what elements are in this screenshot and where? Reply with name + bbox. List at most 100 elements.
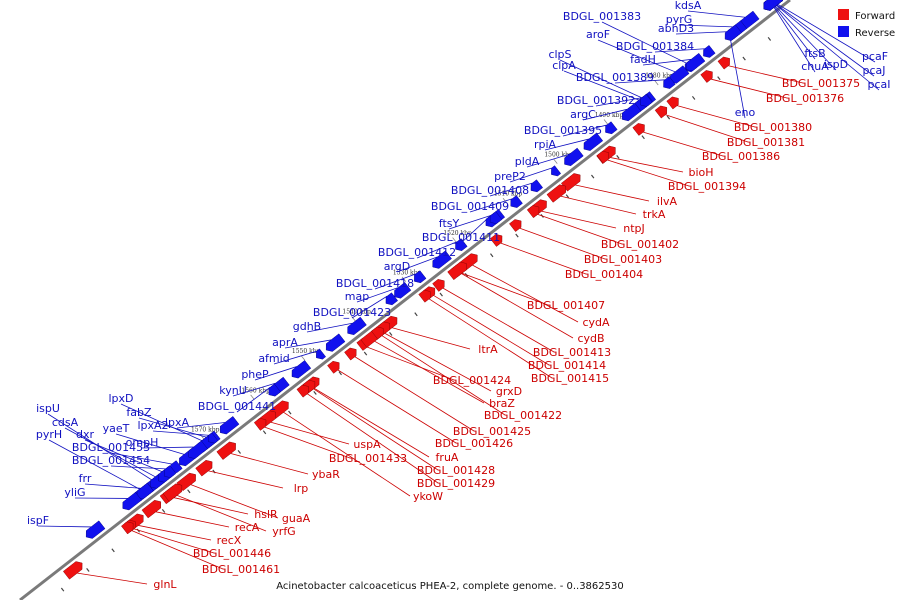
reverse-gene-arrow[interactable] [345,316,367,337]
forward-gene-label-ltra[interactable]: ltrA [478,343,498,356]
forward-gene-label-braz[interactable]: braZ [489,397,515,410]
forward-gene-label-bdgl-001446[interactable]: BDGL_001446 [193,547,271,560]
forward-gene-arrow[interactable] [509,217,524,232]
forward-gene-arrow[interactable] [371,324,387,340]
reverse-gene-arrow[interactable] [266,383,281,399]
reverse-gene-label-frr[interactable]: frr [79,472,92,485]
reverse-gene-arrow[interactable] [619,102,642,123]
forward-gene-label-lrp[interactable]: lrp [294,482,309,495]
reverse-gene-label-argc[interactable]: argC [570,108,596,121]
reverse-gene-arrow[interactable] [722,24,742,43]
forward-gene-arrow[interactable] [327,359,342,374]
reverse-gene-label-gdhb[interactable]: gdhB [293,320,321,333]
forward-gene-label-grxd[interactable]: grxD [496,385,522,398]
reverse-gene-label-bdgl-001412[interactable]: BDGL_001412 [378,246,456,259]
forward-gene-label-glnl[interactable]: glnL [153,578,177,591]
reverse-gene-label-bdgl-001441[interactable]: BDGL_001441 [198,400,276,413]
reverse-gene-label-apra[interactable]: aprA [272,336,298,349]
forward-gene-label-bioh[interactable]: bioH [688,166,713,179]
reverse-gene-label-bdgl-001454[interactable]: BDGL_001454 [72,454,150,467]
reverse-gene-label-bdgl-001383[interactable]: BDGL_001383 [563,10,641,23]
forward-gene-arrow[interactable] [216,439,239,460]
forward-gene-label-bdgl-001429[interactable]: BDGL_001429 [417,477,495,490]
reverse-gene-label-ylig[interactable]: yliG [64,486,85,499]
reverse-gene-label-pcaj[interactable]: pcaJ [862,64,885,77]
reverse-gene-arrow[interactable] [186,440,208,461]
reverse-gene-arrow[interactable] [323,333,346,354]
forward-gene-arrow[interactable] [447,260,470,281]
reverse-gene-label-pcai[interactable]: pcaI [867,78,890,91]
reverse-gene-label-afmid[interactable]: afmid [258,352,289,365]
reverse-gene-label-ftsy[interactable]: ftsY [439,217,460,230]
reverse-gene-label-bdgl-001453[interactable]: BDGL_001453 [72,441,150,454]
reverse-gene-arrow[interactable] [430,250,452,271]
forward-gene-label-bdgl-001428[interactable]: BDGL_001428 [417,464,495,477]
reverse-gene-arrow[interactable] [561,147,584,168]
forward-gene-label-guaa[interactable]: guaA [282,512,311,525]
reverse-gene-label-phep[interactable]: pheP [241,368,269,381]
forward-gene-label-bdgl-001403[interactable]: BDGL_001403 [584,253,662,266]
forward-gene-label-bdgl-001414[interactable]: BDGL_001414 [528,359,606,372]
forward-gene-label-ybar[interactable]: ybaR [312,468,340,481]
reverse-gene-label-bdgl-001409[interactable]: BDGL_001409 [431,200,509,213]
forward-gene-arrow[interactable] [654,103,670,119]
reverse-gene-label-ispd[interactable]: ispD [824,58,848,71]
reverse-gene-label-yaet[interactable]: yaeT [103,422,130,435]
reverse-gene-label-rpia[interactable]: rpiA [534,138,557,151]
reverse-gene-arrow[interactable] [391,282,412,300]
forward-gene-label-bdgl-001381[interactable]: BDGL_001381 [727,136,805,149]
reverse-gene-arrow[interactable] [602,121,618,137]
forward-gene-label-bdgl-001422[interactable]: BDGL_001422 [484,409,562,422]
forward-gene-label-yrfg[interactable]: yrfG [272,525,295,538]
reverse-gene-label-bdgl-001389[interactable]: BDGL_001389 [576,71,654,84]
forward-gene-arrow[interactable] [162,481,185,502]
reverse-gene-arrow[interactable] [683,53,706,73]
reverse-gene-arrow[interactable] [637,94,653,109]
reverse-gene-label-pyrg[interactable]: pyrG [666,13,693,26]
reverse-gene-label-bdgl-001392[interactable]: BDGL_001392 [557,94,635,107]
reverse-gene-label-fadh[interactable]: fadH [630,53,656,66]
forward-gene-label-bdgl-001402[interactable]: BDGL_001402 [601,238,679,251]
reverse-gene-label-argd[interactable]: argD [384,260,411,273]
reverse-gene-arrow[interactable] [383,292,398,308]
forward-gene-label-ntpj[interactable]: ntpJ [623,222,645,235]
reverse-gene-label-fabz[interactable]: fabZ [126,406,152,419]
forward-gene-label-bdgl-001386[interactable]: BDGL_001386 [702,150,780,163]
forward-gene-arrow[interactable] [253,416,269,431]
forward-gene-label-cyda[interactable]: cydA [582,316,610,329]
reverse-gene-arrow[interactable] [411,270,427,286]
forward-gene-label-frua[interactable]: fruA [436,451,459,464]
reverse-gene-arrow[interactable] [120,491,142,512]
forward-gene-arrow[interactable] [195,458,216,477]
reverse-gene-label-clpa[interactable]: clpA [552,59,576,72]
reverse-gene-label-ispf[interactable]: ispF [27,514,49,527]
forward-gene-label-hslr[interactable]: hslR [254,508,278,521]
reverse-gene-label-bdgl-001408[interactable]: BDGL_001408 [451,184,529,197]
reverse-gene-label-ftsb[interactable]: ftsB [804,47,825,60]
reverse-gene-label-bdgl-001423[interactable]: BDGL_001423 [313,306,391,319]
reverse-gene-label-ispu[interactable]: ispU [36,402,60,415]
reverse-gene-label-arof[interactable]: aroF [586,28,610,41]
forward-gene-arrow[interactable] [344,345,359,361]
forward-gene-label-bdgl-001404[interactable]: BDGL_001404 [565,268,643,281]
reverse-gene-label-pcaf[interactable]: pcaF [862,50,888,63]
forward-gene-label-bdgl-001413[interactable]: BDGL_001413 [533,346,611,359]
reverse-gene-arrow[interactable] [83,520,106,541]
forward-gene-arrow[interactable] [489,232,505,247]
forward-gene-arrow[interactable] [596,149,612,164]
reverse-gene-arrow[interactable] [161,465,177,480]
reverse-gene-label-kdsa[interactable]: kdsA [675,0,702,12]
reverse-gene-label-pyrh[interactable]: pyrH [36,428,62,441]
forward-gene-label-bdgl-001425[interactable]: BDGL_001425 [453,425,531,438]
reverse-gene-arrow[interactable] [508,195,523,210]
reverse-gene-label-clps[interactable]: clpS [548,48,571,61]
forward-gene-label-uspa[interactable]: uspA [353,438,381,451]
forward-gene-label-bdgl-001394[interactable]: BDGL_001394 [668,180,746,193]
reverse-gene-arrow[interactable] [217,416,240,436]
reverse-gene-arrow[interactable] [700,45,716,60]
forward-gene-label-trka[interactable]: trkA [643,208,666,221]
reverse-gene-arrow[interactable] [548,165,562,179]
reverse-gene-arrow[interactable] [313,348,326,362]
forward-gene-label-bdgl-001380[interactable]: BDGL_001380 [734,121,812,134]
reverse-gene-arrow[interactable] [528,179,543,195]
